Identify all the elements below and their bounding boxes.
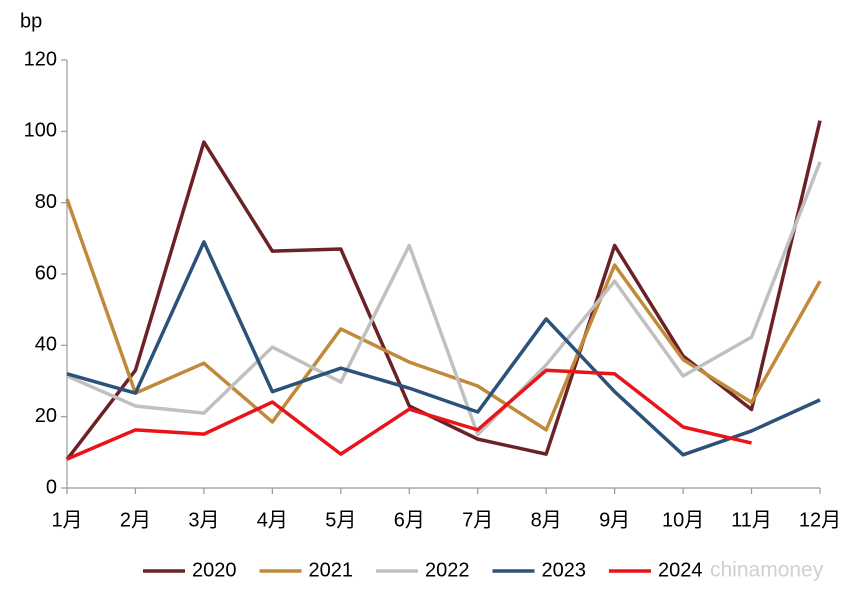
x-tick-label: 2月 [120,509,151,531]
y-tick-label: 100 [24,120,57,142]
legend-label: 2024 [658,559,703,581]
series-line [65,120,822,461]
y-tick-label: 60 [35,262,57,284]
x-tick-label: 3月 [188,509,219,531]
y-tick-label: 40 [35,334,57,356]
series-line [66,240,821,457]
legend-label: 2023 [542,559,587,581]
watermark: chinamoney [710,559,824,582]
legend-label: 2022 [425,559,470,581]
x-tick-label: 7月 [462,509,493,531]
legend-label: 2020 [192,559,237,581]
legend-label: 2021 [309,559,354,581]
y-tick-label: 120 [24,48,57,70]
y-axis-label: bp [20,10,42,32]
x-tick-label: 5月 [325,509,356,531]
series-line [65,198,822,432]
y-tick-label: 0 [46,476,57,498]
x-tick-label: 10月 [662,509,704,531]
x-tick-label: 12月 [799,509,841,531]
series-line [66,368,752,461]
series-line [66,161,822,437]
x-tick-label: 1月 [51,509,82,531]
x-tick-label: 4月 [257,509,288,531]
x-tick-label: 11月 [731,509,772,531]
x-tick-label: 6月 [394,509,425,531]
x-tick-label: 9月 [599,509,630,531]
y-tick-label: 80 [35,191,57,213]
y-tick-label: 20 [35,405,57,427]
x-tick-label: 8月 [531,509,562,531]
